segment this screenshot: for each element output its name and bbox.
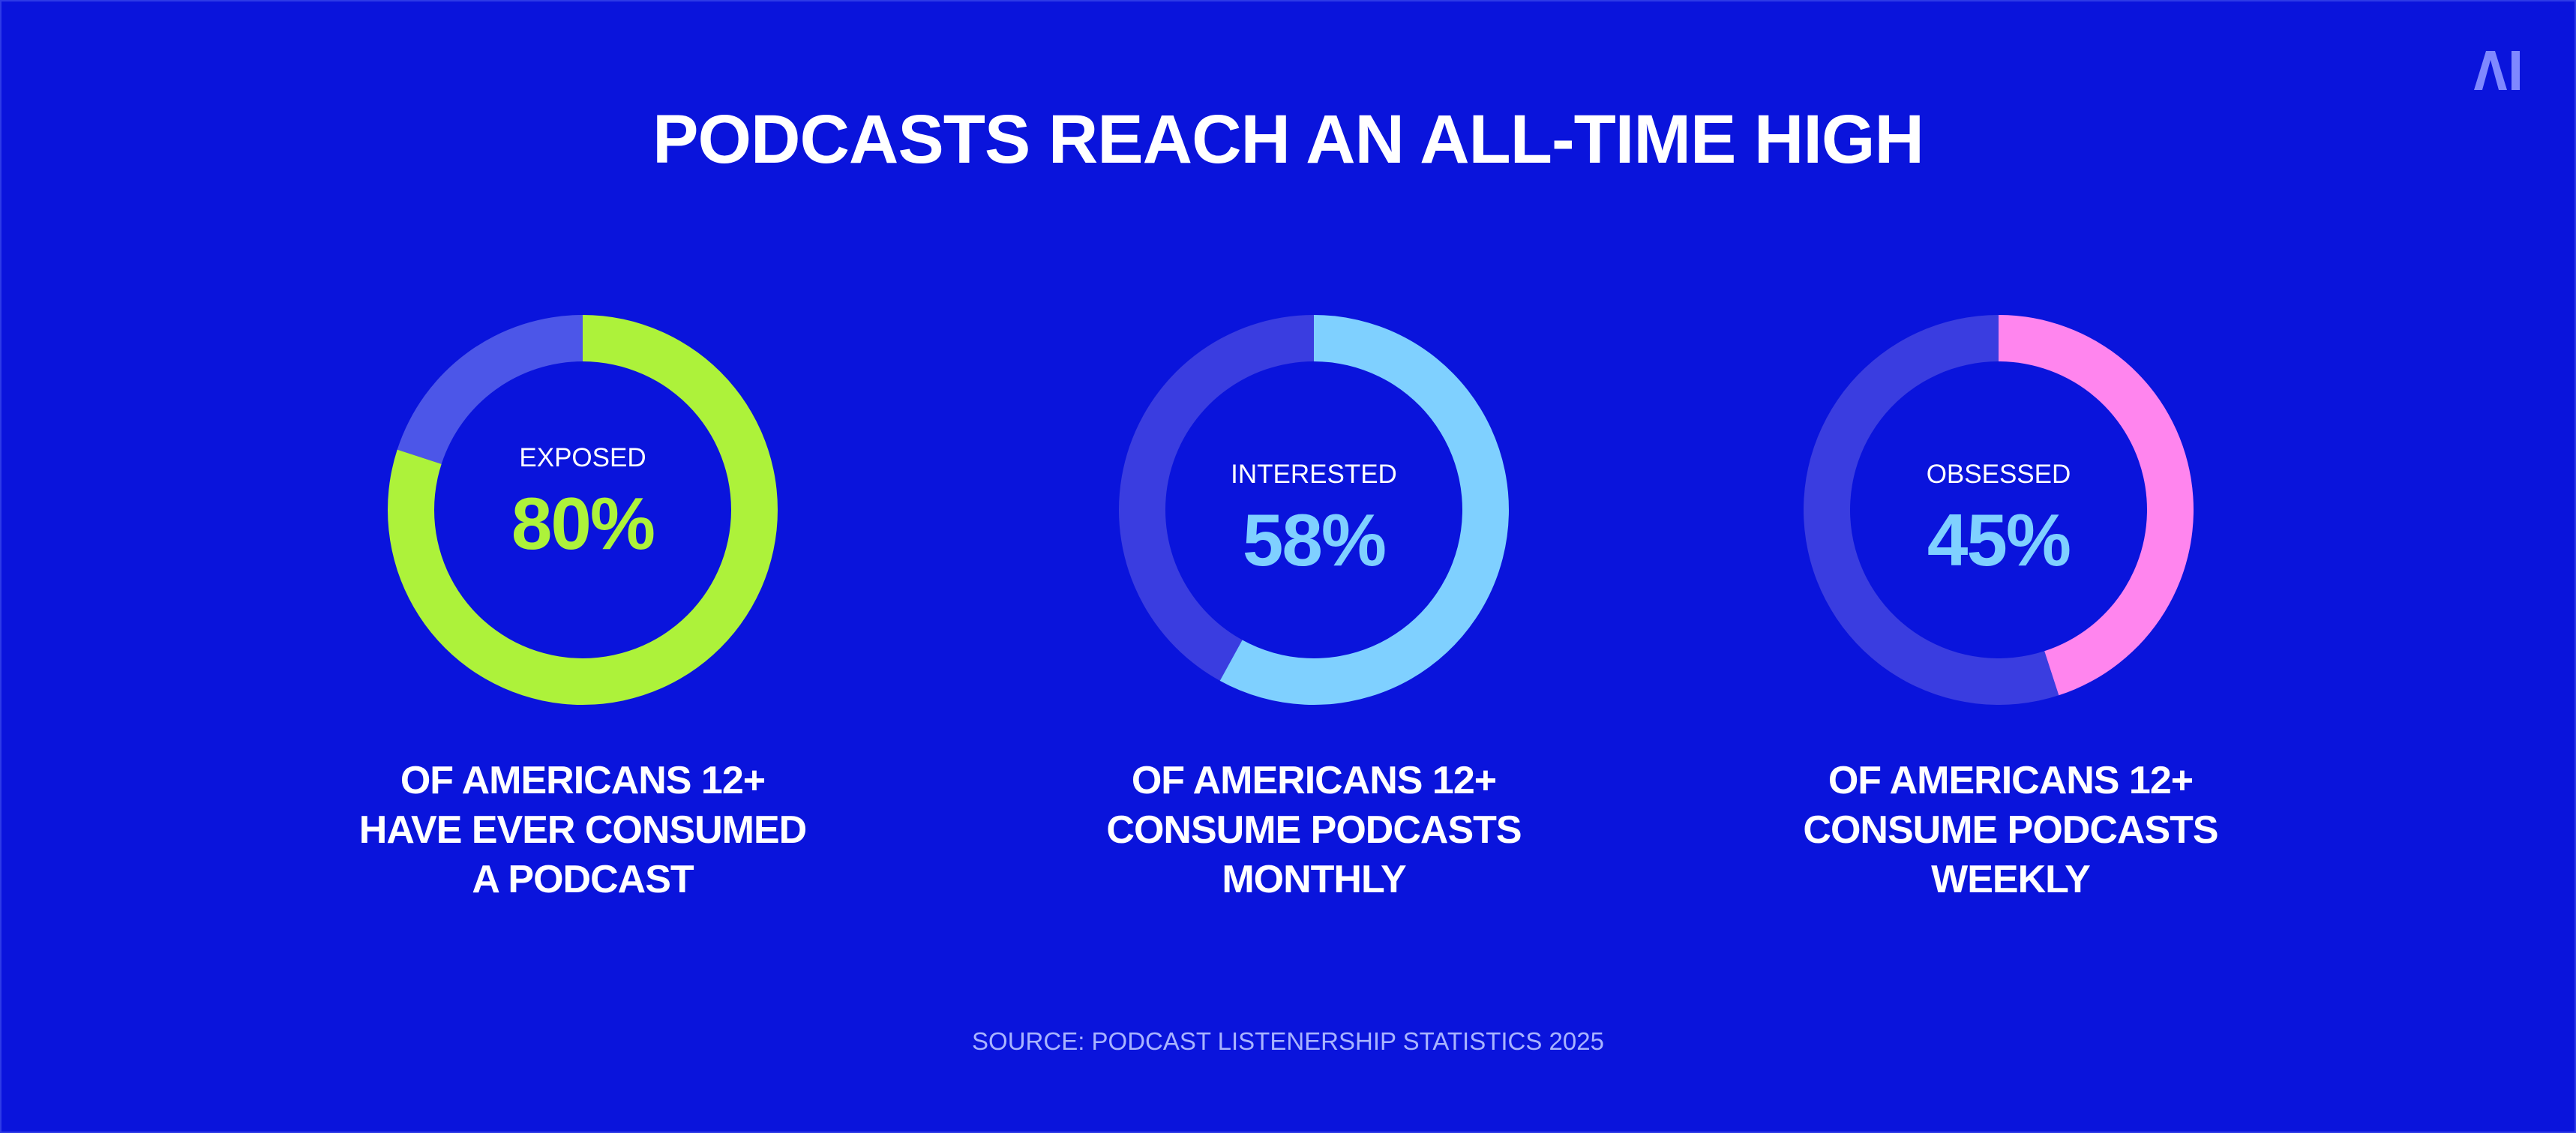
caption-line: WEEKLY xyxy=(1931,858,2091,901)
caption-line: OF AMERICANS 12+ xyxy=(1131,759,1497,802)
caption-line: OF AMERICANS 12+ xyxy=(400,759,766,802)
donut-label: OBSESSED xyxy=(1926,460,2071,489)
donut-chart-exposed: EXPOSED 80% xyxy=(384,311,781,709)
donut-svg xyxy=(1804,315,2194,705)
donut-value-segment xyxy=(1999,315,2194,696)
donut-value: 58% xyxy=(1242,499,1387,581)
caption-obsessed: OF AMERICANS 12+ CONSUME PODCASTS WEEKLY xyxy=(1748,756,2273,904)
donut-label: EXPOSED xyxy=(519,443,646,472)
caption-interested: OF AMERICANS 12+ CONSUME PODCASTS MONTHL… xyxy=(1051,756,1576,904)
caption-line: OF AMERICANS 12+ xyxy=(1828,759,2194,802)
donut-remainder-segment xyxy=(1119,315,1314,681)
caption-line: A PODCAST xyxy=(472,858,694,901)
donut-svg xyxy=(388,315,778,705)
donut-value: 80% xyxy=(511,482,655,565)
caption-exposed: OF AMERICANS 12+ HAVE EVER CONSUMED A PO… xyxy=(320,756,845,904)
donut-svg xyxy=(1119,315,1509,705)
brand-logo-icon xyxy=(2474,51,2520,90)
donut-chart-obsessed: OBSESSED 45% xyxy=(1800,311,2197,709)
page-title: PODCASTS REACH AN ALL-TIME HIGH xyxy=(652,101,1924,178)
donut-remainder-segment xyxy=(1804,315,2059,705)
donut-remainder-segment xyxy=(397,315,583,464)
caption-line: CONSUME PODCASTS xyxy=(1106,808,1522,852)
donut-value-segment xyxy=(1219,315,1509,705)
source-note: SOURCE: PODCAST LISTENERSHIP STATISTICS … xyxy=(972,1027,1604,1055)
donut-chart-interested: INTERESTED 58% xyxy=(1115,311,1513,709)
donut-value: 45% xyxy=(1927,499,2071,581)
caption-line: MONTHLY xyxy=(1222,858,1406,901)
caption-line: HAVE EVER CONSUMED xyxy=(358,808,807,852)
donut-label: INTERESTED xyxy=(1231,460,1397,489)
caption-line: CONSUME PODCASTS xyxy=(1803,808,2218,852)
